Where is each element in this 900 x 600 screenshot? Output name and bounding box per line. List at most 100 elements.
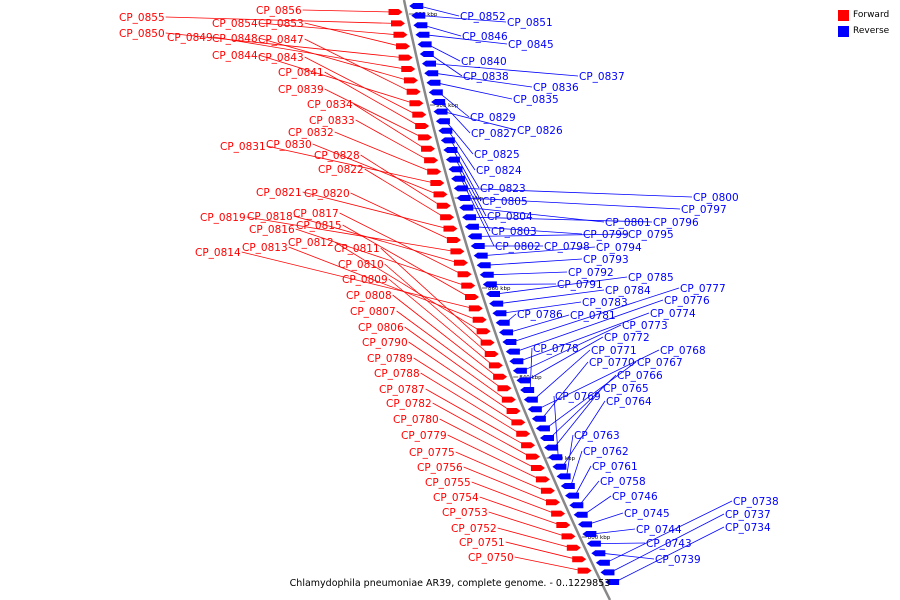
leader-line [342, 224, 470, 298]
leader-line [583, 495, 612, 516]
gene-arrow-reverse [544, 444, 559, 451]
leader-line [438, 92, 470, 118]
gene-label-forward: CP_0856 [256, 5, 302, 17]
gene-arrow-forward [484, 351, 499, 357]
leader-line [489, 271, 568, 276]
leader-line [472, 216, 653, 223]
gene-arrow-forward [506, 408, 521, 414]
leader-line [312, 143, 438, 195]
gene-arrow-reverse [417, 41, 432, 48]
gene-arrow-forward [566, 544, 581, 551]
gene-label-reverse: CP_0851 [507, 17, 553, 29]
gene-label-reverse: CP_0794 [596, 242, 642, 254]
gene-label-forward: CP_0819 [200, 212, 246, 224]
gene-arrow-reverse [505, 348, 520, 355]
gene-arrow-forward [551, 510, 566, 517]
leader-line [434, 72, 533, 88]
gene-label-forward: CP_0807 [350, 306, 396, 318]
leader-line [355, 119, 429, 161]
gene-label-forward: CP_0815 [296, 220, 342, 232]
leader-line [396, 310, 502, 389]
leader-line [533, 349, 591, 400]
gene-arrow-forward [488, 362, 503, 369]
gene-label-forward: CP_0821 [256, 187, 302, 199]
gene-label-reverse: CP_0795 [628, 229, 674, 241]
leader-line [246, 216, 455, 252]
leader-line [288, 246, 477, 321]
gene-arrow-forward [577, 567, 592, 574]
gene-label-reverse: CP_0835 [513, 94, 559, 106]
gene-arrow-forward [390, 20, 405, 27]
gene-label-forward: CP_0754 [433, 492, 479, 504]
leader-line [469, 207, 605, 223]
gene-label-reverse: CP_0845 [508, 39, 554, 51]
gene-label-forward: CP_0848 [212, 33, 258, 45]
leader-line [477, 233, 628, 237]
gene-label-reverse: CP_0800 [693, 192, 739, 204]
leader-line [419, 5, 460, 17]
leader-line [304, 22, 401, 47]
gene-arrow-forward [497, 385, 512, 392]
tick-label: 900 kbp [436, 103, 459, 109]
leader-line [574, 465, 592, 496]
gene-label-reverse: CP_0783 [582, 297, 628, 309]
leader-line [455, 451, 546, 492]
gene-label-reverse: CP_0769 [555, 391, 601, 403]
gene-arrow-reverse [540, 435, 555, 441]
gene-label-forward: CP_0831 [220, 141, 266, 153]
gene-label-forward: CP_0790 [362, 337, 408, 349]
leader-line [353, 103, 426, 150]
gene-label-reverse: CP_0777 [680, 283, 726, 295]
gene-arrow-reverse [445, 156, 460, 163]
leader-line [404, 326, 507, 400]
reverse-leader-lines [419, 5, 733, 583]
gene-arrow-reverse [419, 51, 434, 57]
gene-label-reverse: CP_0826 [517, 125, 563, 137]
gene-label-forward: CP_0780 [393, 414, 439, 426]
leader-line [505, 541, 577, 560]
gene-arrow-forward [409, 100, 424, 107]
gene-label-forward: CP_0834 [307, 99, 353, 111]
gene-arrow-reverse [433, 108, 448, 115]
gene-label-forward: CP_0841 [278, 67, 324, 79]
gene-arrow-reverse [486, 291, 501, 297]
gene-label-forward: CP_0855 [119, 12, 165, 24]
leader-line [596, 542, 646, 544]
leader-line [601, 552, 655, 560]
gene-arrow-reverse [573, 511, 588, 518]
gene-label-reverse: CP_0739 [655, 554, 701, 566]
leader-line [471, 481, 556, 514]
gene-arrow-forward [424, 157, 439, 164]
gene-arrow-forward [464, 294, 479, 300]
gene-arrow-reverse [476, 262, 491, 269]
gene-label-forward: CP_0755 [425, 477, 471, 489]
gene-label-reverse: CP_0737 [725, 509, 771, 521]
leader-line [486, 258, 583, 266]
gene-arrow-reverse [502, 339, 517, 345]
leader-line [350, 192, 452, 241]
gene-label-forward: CP_0844 [212, 50, 258, 62]
gene-arrow-forward [556, 522, 571, 528]
leader-line [529, 347, 533, 391]
leader-line [463, 188, 693, 198]
gene-arrow-forward [436, 202, 451, 209]
tick-label: 820 kbp [553, 456, 576, 462]
gene-label-forward: CP_0828 [314, 150, 360, 162]
gene-arrow-reverse [453, 185, 468, 192]
leader-line [165, 16, 395, 24]
leader-line [324, 88, 423, 138]
leader-line [302, 191, 448, 229]
leader-line [448, 130, 476, 171]
gene-arrow-reverse [464, 223, 479, 230]
gene-arrow-forward [535, 476, 550, 483]
tick-label: 920 kbp [415, 12, 438, 18]
leader-line [304, 56, 417, 115]
leader-line [304, 38, 411, 93]
gene-label-forward: CP_0812 [288, 237, 334, 249]
gene-label-reverse: CP_0766 [617, 370, 663, 382]
gene-arrow-reverse [582, 531, 597, 537]
gene-label-forward: CP_0806 [358, 322, 404, 334]
leader-line [295, 228, 466, 286]
gene-label-forward: CP_0751 [459, 537, 505, 549]
